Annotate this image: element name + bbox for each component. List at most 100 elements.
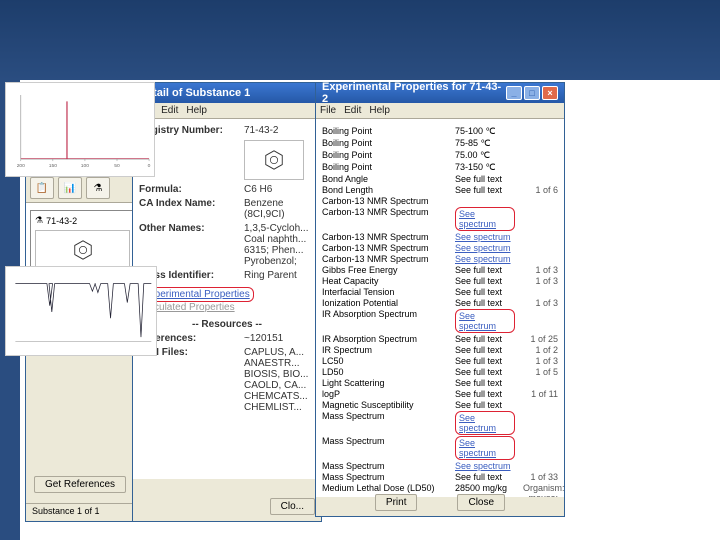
property-row: Boiling Point73-150 ℃	[322, 161, 558, 173]
structure-image	[244, 140, 304, 180]
property-row: IR Absorption SpectrumSee full text1 of …	[322, 333, 558, 344]
property-count: 1 of 2	[523, 345, 558, 355]
detail-window: Detail of Substance 1 File Edit Help Reg…	[132, 82, 322, 522]
w2-close-button[interactable]: Clo...	[270, 498, 315, 515]
w2-titlebar[interactable]: Detail of Substance 1	[133, 83, 321, 103]
structure-thumbnail	[35, 230, 130, 270]
menu-file[interactable]: File	[320, 105, 336, 116]
property-row: Bond LengthSee full text1 of 6	[322, 184, 558, 195]
property-row: Carbon-13 NMR Spectrum See spectrum	[322, 206, 558, 231]
property-value: See full text	[455, 174, 515, 184]
svg-text:0: 0	[148, 163, 151, 169]
property-name: Bond Length	[322, 185, 447, 195]
tool-c[interactable]: ⚗	[86, 177, 110, 199]
w2-title: Detail of Substance 1	[139, 87, 250, 99]
property-name: Boiling Point	[322, 150, 447, 161]
property-row: Magnetic SusceptibilitySee full text	[322, 399, 558, 410]
property-row: Boiling Point 75.00 ℃	[322, 149, 558, 161]
spectrum-link[interactable]: See spectrum	[459, 311, 496, 331]
property-value: See spectrum	[455, 309, 515, 333]
spectrum-link[interactable]: See spectrum	[455, 254, 511, 264]
property-row: logPSee full text1 of 11	[322, 388, 558, 399]
property-count: 1 of 3	[523, 265, 558, 275]
property-name: Mass Spectrum	[322, 436, 447, 460]
formula-label: Formula:	[139, 184, 244, 195]
menu-edit[interactable]: Edit	[161, 105, 178, 116]
property-name: Boiling Point	[322, 138, 447, 149]
menu-help[interactable]: Help	[186, 105, 207, 116]
property-count	[523, 378, 558, 388]
property-count	[523, 232, 558, 242]
property-name: Interfacial Tension	[322, 287, 447, 297]
property-value: See full text	[455, 276, 515, 286]
stn-value: CAPLUS, A... ANAESTR... BIOSIS, BIO... C…	[244, 347, 315, 413]
resources-divider: -- Resources --	[139, 319, 315, 330]
property-value: See full text	[455, 345, 515, 355]
refs-value: ~120151	[244, 333, 315, 344]
property-row: LD50See full text1 of 5	[322, 366, 558, 377]
svg-text:50: 50	[114, 163, 120, 169]
caindex-value: Benzene (8CI,9CI)	[244, 198, 315, 220]
property-value: 75.00 ℃	[455, 150, 515, 161]
svg-text:200: 200	[17, 163, 25, 169]
maximize-button[interactable]: □	[524, 86, 540, 100]
property-row: IR Absorption SpectrumSee spectrum	[322, 308, 558, 333]
property-name: Gibbs Free Energy	[322, 265, 447, 275]
property-name: Carbon-13 NMR Spectrum	[322, 207, 447, 231]
spectrum-link[interactable]: See spectrum	[455, 243, 511, 253]
property-count	[523, 287, 558, 297]
property-count: 1 of 3	[523, 298, 558, 308]
property-count	[523, 196, 558, 206]
property-count: 1 of 3	[523, 276, 558, 286]
svg-text:100: 100	[81, 163, 89, 169]
property-count	[523, 436, 558, 460]
caindex-label: CA Index Name:	[139, 198, 244, 209]
spectrum-link[interactable]: See spectrum	[455, 232, 511, 242]
spectrum-link[interactable]: See spectrum	[459, 209, 496, 229]
nmr-chart: 050100150200	[5, 82, 155, 177]
property-value: 75-85 ℃	[455, 138, 515, 149]
property-name: Mass Spectrum	[322, 461, 447, 471]
property-value: 75-100 ℃	[455, 126, 515, 137]
property-count	[523, 400, 558, 410]
experimental-properties-link[interactable]: Experimental Properties	[143, 289, 250, 300]
tool-a[interactable]: 📋	[30, 177, 54, 199]
benzene-icon	[72, 239, 94, 261]
property-value: See full text	[455, 334, 515, 344]
property-value: See spectrum	[455, 436, 515, 460]
w3-menubar: File Edit Help	[316, 103, 564, 119]
print-button[interactable]: Print	[375, 494, 418, 511]
property-name: IR Absorption Spectrum	[322, 334, 447, 344]
property-row: Heat CapacitySee full text1 of 3	[322, 275, 558, 286]
property-row: Carbon-13 NMR SpectrumSee spectrum	[322, 253, 558, 264]
spectrum-link[interactable]: See spectrum	[459, 438, 496, 458]
property-row: Bond AngleSee full text	[322, 173, 558, 184]
w2-menubar: File Edit Help	[133, 103, 321, 119]
formula-value: C6 H6	[244, 184, 315, 195]
property-count: 1 of 5	[523, 367, 558, 377]
property-count: 1 of 33	[523, 472, 558, 482]
property-count	[523, 138, 558, 149]
close-button[interactable]: ×	[542, 86, 558, 100]
menu-help[interactable]: Help	[369, 105, 390, 116]
property-name: Ionization Potential	[322, 298, 447, 308]
property-name: Carbon-13 NMR Spectrum	[322, 243, 447, 253]
minimize-button[interactable]: _	[506, 86, 522, 100]
property-value: See full text	[455, 356, 515, 366]
property-name: Boiling Point	[322, 162, 447, 173]
property-count	[523, 207, 558, 231]
regnum-value: 71-43-2	[244, 125, 315, 136]
close-button[interactable]: Close	[457, 494, 505, 511]
spectrum-link[interactable]: See spectrum	[455, 461, 511, 471]
spectrum-link[interactable]: See spectrum	[459, 413, 496, 433]
tool-b[interactable]: 📊	[58, 177, 82, 199]
property-count: 1 of 3	[523, 356, 558, 366]
property-value: See full text	[455, 185, 515, 195]
property-row: Boiling Point75-100 ℃	[322, 125, 558, 137]
w3-titlebar[interactable]: Experimental Properties for 71-43-2 _ □ …	[316, 83, 564, 103]
property-row: Boiling Point 75-85 ℃	[322, 137, 558, 149]
property-row: Mass Spectrum See spectrum	[322, 460, 558, 471]
menu-edit[interactable]: Edit	[344, 105, 361, 116]
property-name: Light Scattering	[322, 378, 447, 388]
property-count	[523, 174, 558, 184]
